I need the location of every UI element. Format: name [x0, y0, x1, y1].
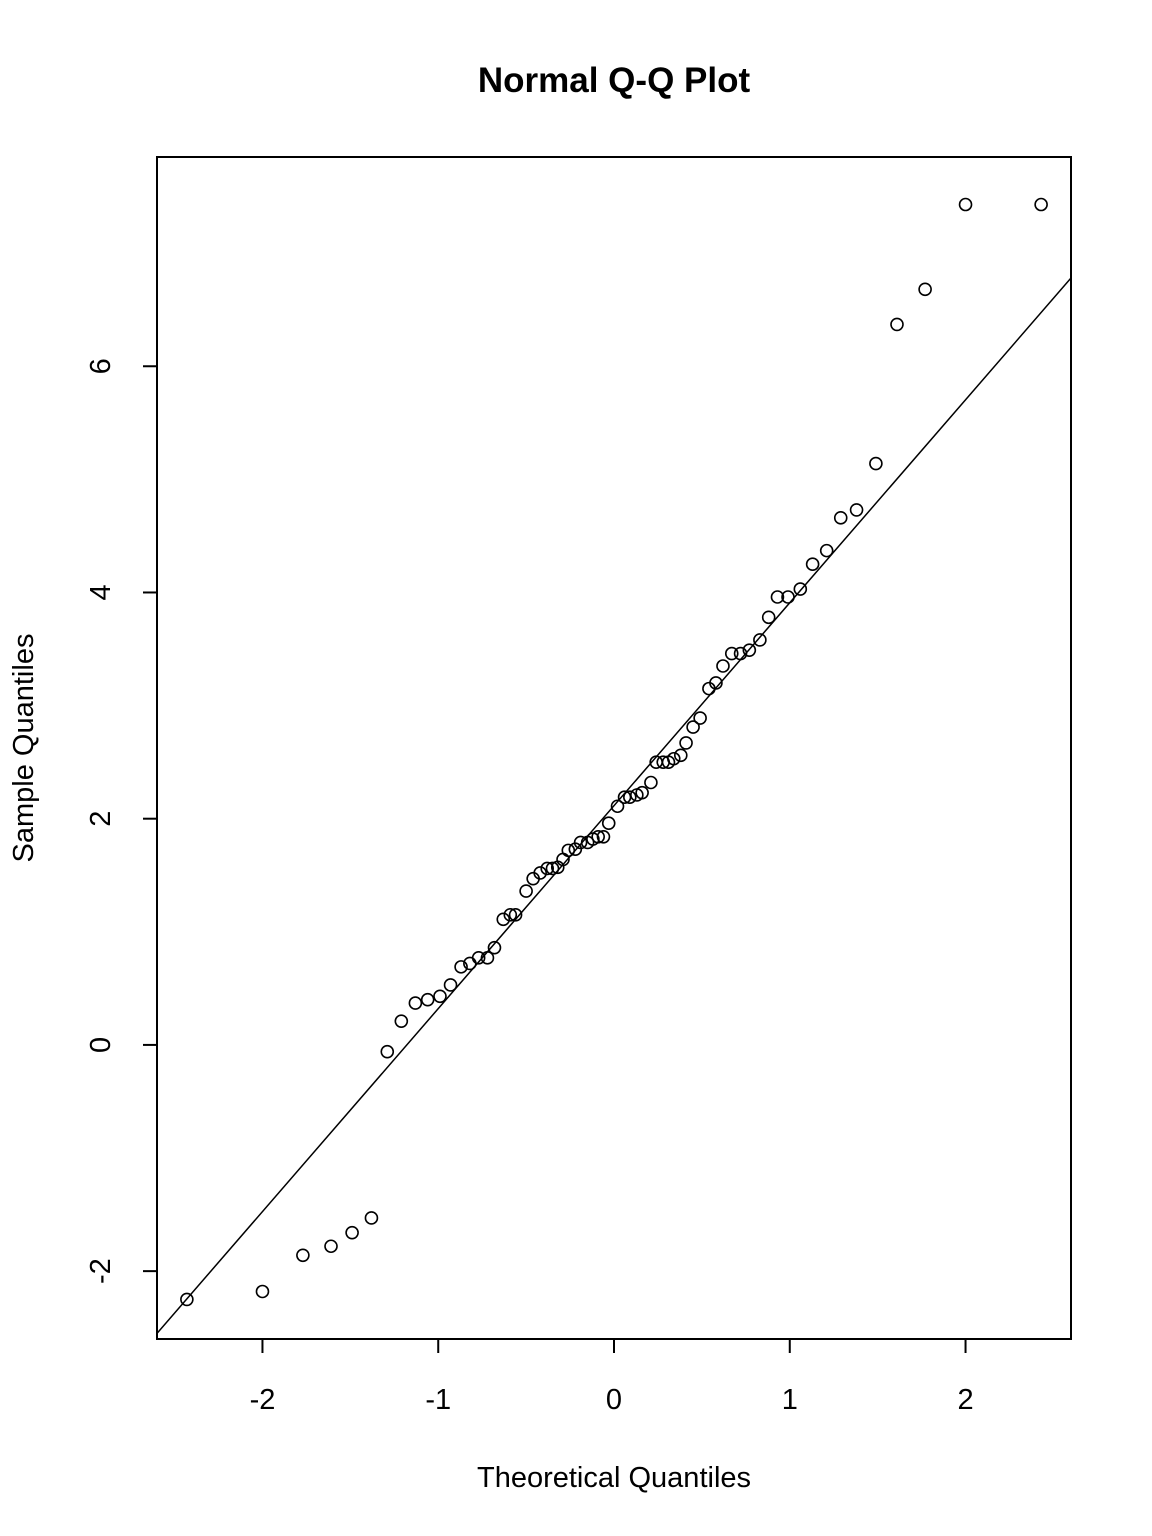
data-point — [573, 835, 588, 850]
data-point — [471, 951, 486, 965]
x-tick-label: 2 — [957, 1384, 973, 1416]
data-point — [610, 799, 625, 814]
data-point — [519, 884, 533, 898]
data-point — [724, 646, 739, 661]
data-point — [324, 1239, 338, 1254]
data-point — [733, 646, 748, 661]
plot-frame — [156, 156, 1072, 1340]
y-tick-label: -2 — [85, 1258, 117, 1284]
data-point — [487, 940, 502, 955]
data-point — [591, 829, 605, 844]
y-tick-label: 4 — [85, 584, 117, 600]
data-point — [673, 748, 688, 763]
data-point — [255, 1284, 270, 1299]
y-axis-label: Sample Quantiles — [8, 634, 40, 863]
x-axis-label: Theoretical Quantiles — [477, 1462, 751, 1494]
data-point — [849, 503, 864, 517]
data-point — [890, 317, 904, 332]
data-point — [561, 843, 576, 858]
data-point — [753, 633, 767, 647]
qq-reference-line — [157, 277, 1071, 1334]
data-point — [394, 1014, 409, 1028]
data-point — [364, 1211, 379, 1225]
data-point — [644, 775, 658, 790]
data-point — [503, 908, 518, 922]
data-point — [761, 610, 776, 625]
y-tick-label: 0 — [85, 1037, 117, 1053]
data-point — [480, 951, 495, 965]
data-point — [454, 960, 468, 974]
data-point — [380, 1044, 395, 1059]
data-point — [508, 908, 523, 922]
data-point — [686, 720, 700, 734]
data-point — [781, 590, 795, 604]
data-point — [433, 989, 447, 1004]
data-point — [496, 912, 511, 927]
data-point — [742, 643, 757, 657]
data-point — [296, 1248, 310, 1263]
y-tick-label: 6 — [85, 358, 117, 374]
chart-title: Normal Q-Q Plot — [478, 61, 751, 100]
data-point — [1034, 197, 1048, 212]
data-point — [420, 992, 435, 1007]
data-point — [666, 751, 681, 766]
data-point — [408, 996, 423, 1010]
data-point — [709, 676, 723, 690]
data-point — [596, 829, 611, 844]
data-point — [793, 582, 808, 596]
data-point — [540, 861, 555, 876]
data-point — [601, 816, 616, 831]
x-tick-label: 0 — [606, 1384, 622, 1416]
data-point — [958, 197, 973, 212]
data-point — [443, 978, 458, 992]
data-point — [805, 557, 820, 571]
data-point — [918, 282, 932, 297]
data-point — [869, 456, 883, 471]
data-point — [533, 866, 547, 880]
data-point — [345, 1225, 359, 1240]
data-point — [635, 785, 649, 800]
data-point — [716, 659, 730, 673]
data-point — [833, 511, 848, 525]
data-point — [770, 590, 785, 604]
data-point — [693, 711, 707, 725]
x-tick-label: -1 — [425, 1384, 451, 1416]
data-point — [545, 861, 560, 876]
data-point — [819, 543, 834, 558]
data-point — [679, 736, 693, 750]
y-tick-label: 2 — [85, 811, 117, 827]
x-tick-label: 1 — [782, 1384, 798, 1416]
data-point — [623, 790, 637, 805]
data-point — [180, 1292, 194, 1307]
x-tick-label: -2 — [250, 1384, 276, 1416]
